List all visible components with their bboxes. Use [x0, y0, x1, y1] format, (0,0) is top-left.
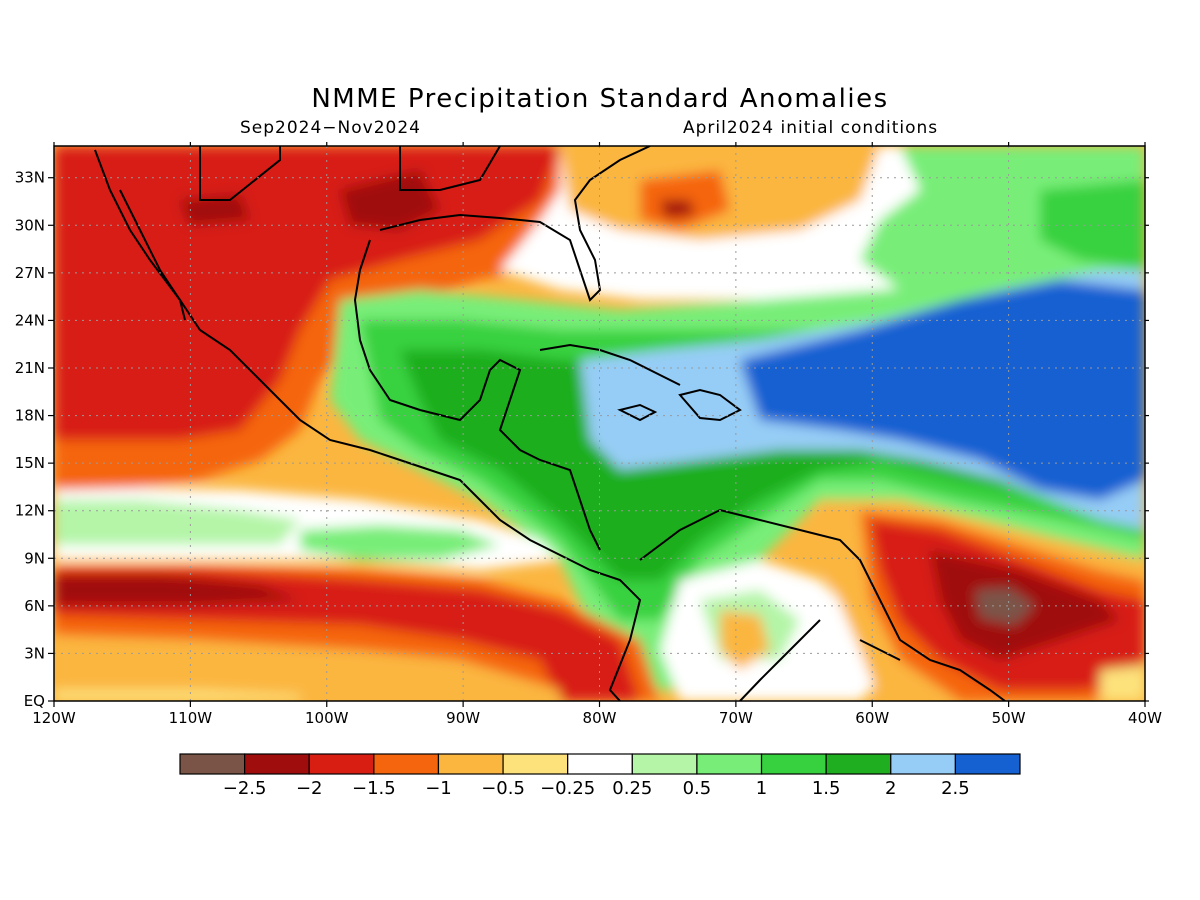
- colorbar-swatch: [179, 753, 246, 775]
- colorbar-label: −1: [425, 778, 452, 799]
- gridlines: [54, 146, 1145, 701]
- colorbar-label: −0.25: [540, 778, 595, 799]
- colorbar-swatch: [954, 753, 1021, 775]
- colorbar: −2.5 −2 −1.5 −1 −0.5 −0.25 0.25 0.5 1 1.5 2 2.5: [179, 753, 1021, 799]
- lon-label: 60W: [855, 709, 889, 727]
- lat-label: 3N: [24, 644, 45, 662]
- lat-label: 15N: [15, 454, 45, 472]
- longitude-axis: 120W 110W 100W 90W 80W 70W 60W 50W 40W: [32, 142, 1162, 727]
- colorbar-swatch: [373, 753, 440, 775]
- lon-label: 70W: [719, 709, 753, 727]
- lon-label: 100W: [305, 709, 349, 727]
- lat-label: 27N: [15, 264, 45, 282]
- lat-label: 18N: [15, 407, 45, 425]
- lon-label: 110W: [169, 709, 213, 727]
- colorbar-label: 0.25: [612, 778, 652, 799]
- latitude-axis: EQ 3N 6N 9N 12N 15N 18N 21N 24N 27N 30N 33N: [15, 169, 1149, 710]
- anomaly-field: [54, 146, 1145, 701]
- colorbar-label: −2.5: [223, 778, 267, 799]
- lon-label: 90W: [446, 709, 480, 727]
- colorbar-swatch: [696, 753, 763, 775]
- colorbar-label: 1.5: [812, 778, 841, 799]
- lon-label: 50W: [992, 709, 1026, 727]
- lat-label: EQ: [24, 692, 45, 710]
- colorbar-swatch: [308, 753, 375, 775]
- colorbar-label: −1.5: [352, 778, 396, 799]
- initial-conditions: April2024 initial conditions: [683, 118, 939, 138]
- colorbar-swatch: [502, 753, 569, 775]
- colorbar-swatch: [760, 753, 827, 775]
- colorbar-swatch: [890, 753, 956, 775]
- colorbar-swatch: [244, 753, 310, 775]
- lat-label: 21N: [15, 359, 45, 377]
- colorbar-label: 2.5: [941, 778, 970, 799]
- colorbar-label: −0.5: [481, 778, 525, 799]
- lat-label: 6N: [24, 597, 45, 615]
- lat-label: 24N: [15, 311, 45, 329]
- colorbar-swatch: [567, 753, 633, 775]
- lat-label: 30N: [15, 216, 45, 234]
- lon-label: 120W: [32, 709, 76, 727]
- colorbar-label: 0.5: [683, 778, 712, 799]
- map-title: NMME Precipitation Standard Anomalies: [311, 84, 889, 114]
- colorbar-label: 1: [756, 778, 767, 799]
- valid-period: Sep2024−Nov2024: [240, 118, 421, 138]
- colorbar-label: −2: [296, 778, 323, 799]
- lon-label: 80W: [583, 709, 617, 727]
- lat-label: 9N: [24, 549, 45, 567]
- colorbar-swatch: [631, 753, 698, 775]
- coastlines: [94, 146, 1006, 701]
- lat-label: 33N: [15, 169, 45, 187]
- colorbar-label: 2: [885, 778, 896, 799]
- colorbar-swatch: [825, 753, 892, 775]
- lat-label: 12N: [15, 502, 45, 520]
- colorbar-swatch: [437, 753, 504, 775]
- lon-label: 40W: [1128, 709, 1162, 727]
